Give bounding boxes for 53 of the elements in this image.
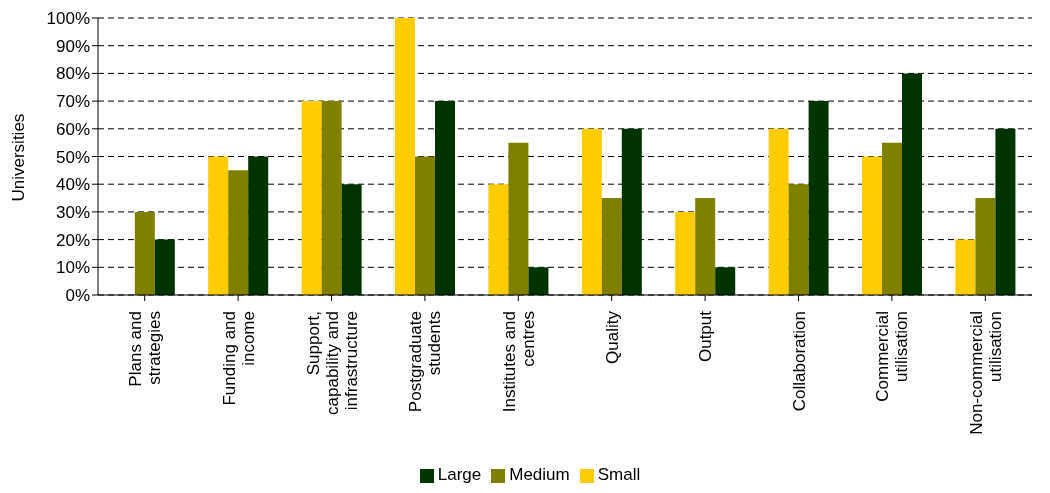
bar bbox=[488, 184, 509, 295]
y-tick-label: 0% bbox=[65, 286, 90, 306]
x-tick-label: Quality bbox=[602, 310, 622, 364]
bar bbox=[508, 142, 529, 295]
bar bbox=[695, 198, 716, 295]
y-tick-label: 90% bbox=[55, 36, 90, 56]
bar bbox=[955, 239, 976, 295]
bar bbox=[975, 198, 996, 295]
bar bbox=[808, 101, 829, 295]
bar bbox=[621, 128, 642, 295]
y-tick-label: 20% bbox=[55, 230, 90, 250]
bar bbox=[882, 142, 903, 295]
y-axis-title: Universities bbox=[9, 113, 29, 202]
y-tick-label: 50% bbox=[55, 147, 90, 167]
bar bbox=[902, 73, 923, 295]
x-tick-label: Funding and income bbox=[219, 311, 258, 406]
x-tick-label: Output bbox=[696, 310, 716, 363]
bar bbox=[788, 184, 809, 295]
bar bbox=[248, 156, 269, 295]
y-tick-label: 80% bbox=[55, 64, 90, 84]
bar bbox=[395, 18, 416, 295]
bar bbox=[415, 156, 436, 295]
bar bbox=[208, 156, 229, 295]
bar bbox=[675, 211, 696, 295]
x-tick-label: Institutes and centres bbox=[499, 311, 538, 413]
bar bbox=[301, 101, 322, 295]
bar bbox=[435, 101, 456, 295]
y-tick-label: 100% bbox=[46, 9, 90, 29]
bar bbox=[321, 101, 342, 295]
bar bbox=[995, 128, 1016, 295]
bar bbox=[154, 239, 175, 295]
bar bbox=[715, 267, 736, 295]
bar bbox=[768, 128, 789, 295]
bar bbox=[228, 170, 249, 295]
legend-label: Small bbox=[597, 465, 641, 484]
bar bbox=[581, 128, 602, 295]
x-tick-label: Plans and strategies bbox=[126, 311, 165, 387]
x-tick-label: Postgraduate students bbox=[406, 311, 445, 413]
legend-label: Large bbox=[437, 465, 482, 484]
legend-label: Medium bbox=[509, 465, 570, 484]
y-tick-label: 40% bbox=[55, 175, 90, 195]
y-tick-label: 70% bbox=[55, 92, 90, 112]
bar bbox=[134, 211, 155, 295]
x-tick-label: Non-commercial utilisation bbox=[966, 311, 1005, 435]
bar bbox=[601, 198, 622, 295]
y-tick-label: 10% bbox=[55, 258, 90, 278]
bar bbox=[862, 156, 883, 295]
x-tick-label: Collaboration bbox=[789, 311, 809, 412]
y-tick-label: 30% bbox=[55, 202, 90, 222]
x-tick-label: Commercial utilisation bbox=[873, 311, 912, 402]
bar bbox=[341, 184, 362, 295]
y-tick-label: 60% bbox=[55, 119, 90, 139]
bar bbox=[528, 267, 549, 295]
